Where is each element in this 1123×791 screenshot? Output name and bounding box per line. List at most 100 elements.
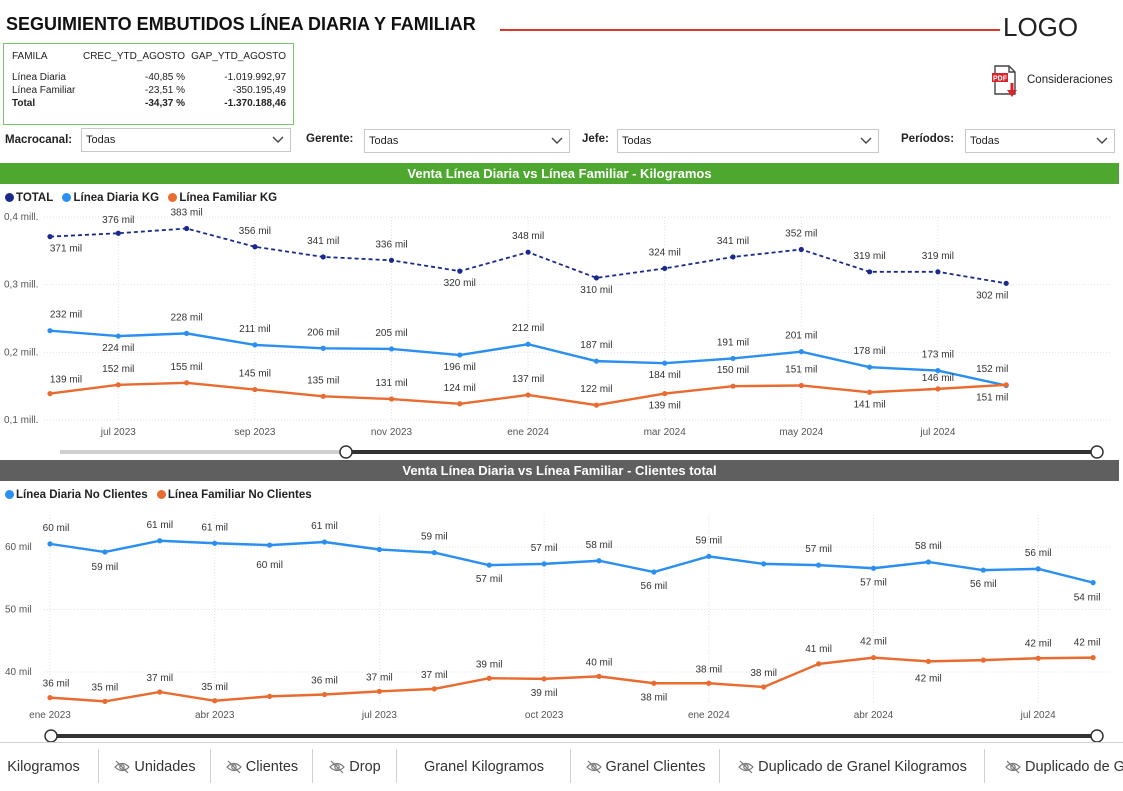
slider-handle-end[interactable]	[1090, 445, 1104, 459]
data-label: 40 mil	[586, 657, 613, 668]
tab-separator	[312, 749, 313, 783]
data-label: 60 mil	[256, 560, 283, 571]
data-point	[47, 391, 53, 397]
tab-drop[interactable]: Drop	[313, 743, 397, 788]
data-point	[867, 389, 873, 395]
x-tick-label: jul 2024	[1020, 710, 1056, 721]
filter-gerente-label: Gerente:	[306, 133, 354, 145]
data-point	[798, 382, 804, 389]
chart-clients-legend: Línea Diaria No Clientes Línea Familiar …	[5, 489, 318, 501]
tab-label: Duplicado de Granel Kilogramos	[758, 759, 967, 775]
data-label: 58 mil	[586, 540, 613, 551]
data-label: 37 mil	[421, 670, 448, 681]
tab-label: Clientes	[245, 759, 299, 775]
tab-separator	[396, 749, 397, 783]
legend-item-diaria[interactable]: Línea Diaria KG	[62, 192, 159, 204]
filter-macrocanal-dropdown[interactable]: Todas	[81, 128, 291, 152]
slider-handle-end[interactable]	[1090, 729, 1104, 742]
data-point	[184, 225, 190, 232]
data-point	[925, 658, 932, 664]
data-point	[321, 691, 328, 698]
data-label: 383 mil	[170, 208, 202, 219]
data-point	[157, 689, 163, 695]
tab-granel-clientes[interactable]: Granel Clientes	[571, 743, 720, 788]
data-label: 57 mil	[860, 577, 887, 588]
data-label: 57 mil	[805, 544, 832, 555]
legend-item-total[interactable]: TOTAL	[5, 192, 53, 204]
data-point	[596, 673, 602, 679]
legend-item-diaria-clientes[interactable]: Línea Diaria No Clientes	[5, 489, 148, 501]
data-point	[541, 561, 547, 567]
tab-kilogramos[interactable]: Kilogramos	[0, 743, 99, 788]
legend-label: Línea Familiar No Clientes	[167, 489, 312, 501]
data-point	[980, 657, 986, 663]
hidden-eye-icon	[329, 760, 346, 774]
data-point	[935, 269, 941, 275]
data-label: 61 mil	[146, 520, 173, 531]
tab-duplicado-de-granel-kilogramos[interactable]: Duplicado de Granel Kilogramos	[720, 743, 985, 788]
data-label: 319 mil	[922, 251, 954, 262]
data-point	[816, 562, 822, 568]
tab-unidades[interactable]: Unidades	[99, 743, 211, 788]
data-label: 42 mil	[860, 637, 887, 648]
consideraciones-button[interactable]: PDF Consideraciones	[991, 64, 1121, 98]
kpi-total-row: Total -34,37 % -1.370.188,46	[10, 97, 288, 110]
data-point	[102, 698, 108, 704]
data-point	[252, 342, 258, 348]
kpi-cell-gap: -350.195,49	[232, 85, 286, 96]
data-point	[115, 230, 121, 236]
chart-kg-title: Venta Línea Diaria vs Línea Familiar - K…	[0, 163, 1119, 184]
slider-handle-start[interactable]	[339, 445, 353, 459]
tab-granel-kilogramos[interactable]: Granel Kilogramos	[397, 743, 571, 788]
x-tick-label: ene 2024	[688, 710, 730, 721]
data-label: 178 mil	[853, 346, 885, 357]
data-point	[1090, 655, 1096, 661]
filter-periodos-dropdown[interactable]: Todas	[965, 129, 1115, 153]
y-tick-label: 0,2 mill.	[4, 347, 38, 358]
data-label: 201 mil	[785, 331, 817, 342]
tab-separator	[719, 749, 720, 783]
kpi-cell-familia: Línea Diaria	[12, 72, 66, 83]
data-label: 324 mil	[649, 247, 681, 258]
filter-gerente-dropdown[interactable]: Todas	[364, 129, 570, 153]
hidden-eye-icon	[738, 760, 754, 774]
slider-handle-start[interactable]	[44, 729, 58, 742]
kpi-row: Línea Familiar -23,51 % -350.195,49	[10, 84, 288, 97]
data-label: 341 mil	[717, 236, 749, 247]
title-underline	[500, 29, 1000, 31]
filter-macrocanal-label: Macrocanal:	[5, 134, 73, 146]
data-point	[798, 246, 804, 253]
data-label: 56 mil	[970, 579, 997, 590]
data-label: 39 mil	[476, 659, 503, 670]
tab-clientes[interactable]: Clientes	[211, 743, 313, 788]
page-tabs: Kilogramos Unidades Clientes Drop Granel Kil…	[0, 742, 1123, 787]
data-point	[267, 542, 273, 548]
data-label: 146 mil	[922, 373, 954, 384]
data-point	[593, 402, 600, 408]
data-point	[730, 383, 736, 389]
filter-jefe-dropdown[interactable]: Todas	[617, 129, 879, 153]
data-point	[212, 698, 218, 704]
logo: LOGO	[1003, 12, 1079, 42]
data-point	[1003, 280, 1009, 286]
data-label: 206 mil	[307, 327, 339, 338]
data-point	[47, 695, 53, 701]
data-point	[798, 349, 804, 355]
data-point	[662, 360, 668, 366]
data-label: 224 mil	[102, 343, 134, 354]
legend-item-familiar-clientes[interactable]: Línea Familiar No Clientes	[156, 489, 312, 501]
data-point	[867, 269, 873, 275]
data-label: 173 mil	[922, 350, 954, 361]
data-label: 139 mil	[50, 375, 82, 386]
data-point	[47, 328, 53, 334]
data-label: 371 mil	[50, 244, 82, 255]
x-tick-label: may 2024	[779, 427, 823, 438]
data-label: 38 mil	[750, 668, 777, 679]
data-label: 58 mil	[915, 541, 942, 552]
tab-duplicado-de-g[interactable]: Duplicado de G	[985, 743, 1123, 788]
chevron-down-icon	[1096, 137, 1108, 144]
legend-item-familiar[interactable]: Línea Familiar KG	[168, 192, 277, 204]
data-label: 36 mil	[43, 679, 70, 690]
data-point	[1035, 566, 1041, 572]
data-label: 59 mil	[92, 562, 119, 573]
